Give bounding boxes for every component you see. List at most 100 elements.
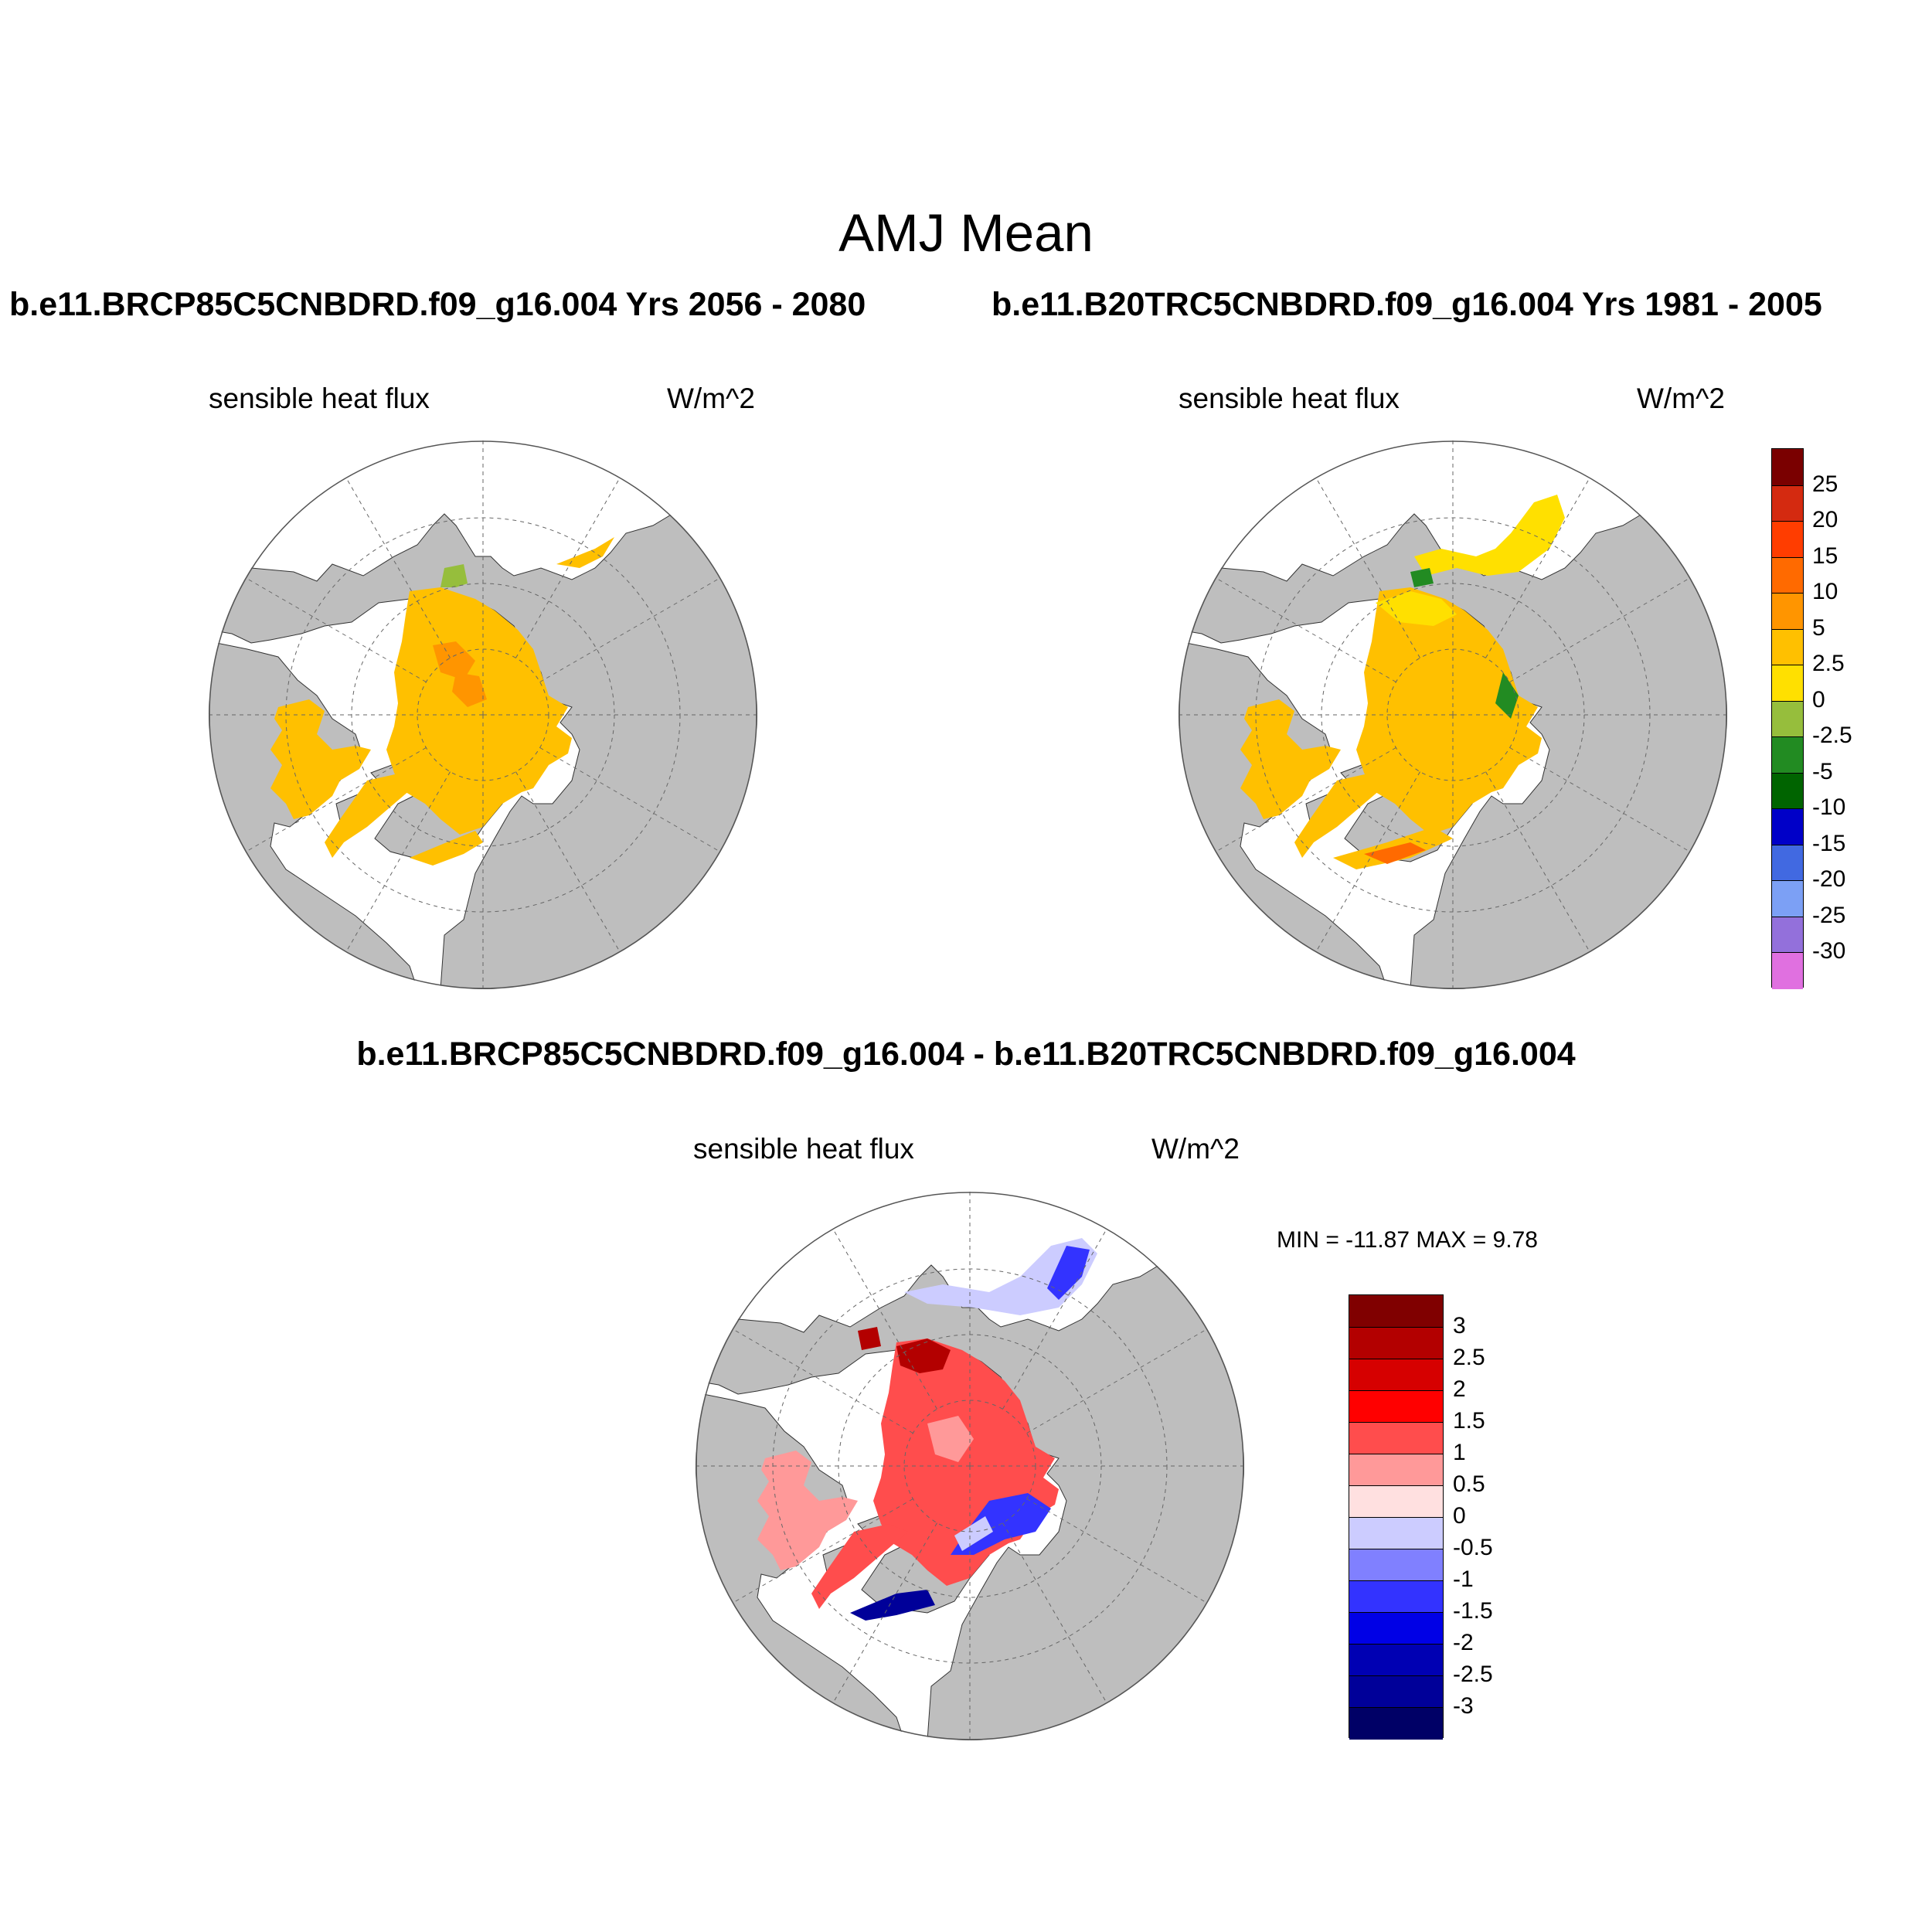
colorbar-box	[1772, 736, 1803, 774]
colorbar-box	[1349, 1485, 1443, 1518]
colorbar-box	[1772, 952, 1803, 989]
field-patch	[1364, 842, 1426, 864]
field-patch	[1495, 672, 1519, 719]
panel-diff-units: W/m^2	[1151, 1133, 1240, 1165]
field-layer	[757, 1238, 1097, 1621]
colorbar-tick-label: -1	[1453, 1566, 1474, 1592]
colorbar-box	[1349, 1707, 1443, 1740]
eurasia-land	[1179, 513, 1727, 989]
panel-a-units: W/m^2	[667, 383, 755, 414]
baffin-field	[270, 699, 371, 819]
colorbar-tick-label: -25	[1812, 902, 1846, 928]
bering-okhotsk-field	[1414, 495, 1565, 576]
field-patch	[927, 1416, 974, 1462]
diff-minmax-text: MIN = -11.87 MAX = 9.78	[1277, 1227, 1538, 1253]
colorbar-tick-label: 2.5	[1812, 651, 1845, 677]
map-clip-group	[1179, 440, 1727, 989]
colorbar-box	[1349, 1549, 1443, 1581]
colorbar-box	[1349, 1580, 1443, 1613]
panel-b-units: W/m^2	[1637, 383, 1725, 414]
field-patch	[1410, 568, 1434, 587]
field-patch	[896, 1338, 951, 1373]
colorbar-box	[1349, 1644, 1443, 1676]
panel-a-variable: sensible heat flux	[209, 383, 430, 414]
map-case-a	[209, 440, 757, 989]
colorbar-box	[1349, 1612, 1443, 1645]
colorbar-box	[1772, 916, 1803, 954]
colorbar-box	[1772, 556, 1803, 594]
colorbar-box	[1349, 1517, 1443, 1549]
colorbar-tick-label: 15	[1812, 543, 1838, 569]
colorbar-box	[1349, 1454, 1443, 1486]
hudson-field	[325, 773, 421, 858]
map-outline	[1179, 440, 1727, 989]
colorbar-tick-label: 20	[1812, 507, 1838, 533]
colorbar-box	[1772, 521, 1803, 558]
map-case-b	[1179, 440, 1727, 989]
colorbar-tick-label: 5	[1812, 614, 1825, 641]
colorbar-tick-label: -15	[1812, 830, 1846, 856]
colorbar-tick-label: -2.5	[1453, 1662, 1493, 1687]
colorbar-tick-label: -10	[1812, 794, 1846, 821]
colorbar-box	[1772, 665, 1803, 702]
colorbar-box	[1772, 485, 1803, 522]
colorbar-box	[1772, 844, 1803, 882]
nordic-field	[410, 831, 483, 866]
bering-okhotsk-field	[904, 1238, 1097, 1315]
bering-field	[440, 564, 468, 587]
colorbar-box	[1772, 880, 1803, 917]
panel-b-variable: sensible heat flux	[1179, 383, 1400, 414]
diff-title: b.e11.BRCP85C5CNBDRD.f09_g16.004 - b.e11…	[356, 1036, 1576, 1073]
field-patch	[954, 1516, 993, 1551]
colorbar-tick-label: -30	[1812, 938, 1846, 964]
colorbar-tick-label: -0.5	[1453, 1535, 1493, 1560]
map-outline	[696, 1192, 1244, 1740]
colorbar-box	[1772, 449, 1803, 485]
colorbar-box	[1349, 1295, 1443, 1327]
field-patch	[1376, 591, 1457, 626]
hudson-field	[1294, 773, 1391, 858]
colorbar-tick-label: 0	[1812, 686, 1825, 713]
colorbar-tick-label: -5	[1812, 758, 1833, 784]
field-patch	[452, 672, 487, 707]
colorbar-tick-label: 25	[1812, 471, 1838, 497]
meridian-line	[539, 577, 721, 682]
hudson-field	[811, 1524, 908, 1609]
colorbar-tick-label: 2.5	[1453, 1345, 1485, 1370]
colorbar-tick-label: -20	[1812, 866, 1846, 893]
case-b-title: b.e11.B20TRC5CNBDRD.f09_g16.004 Yrs 1981…	[992, 286, 1822, 323]
colorbar-box	[1772, 772, 1803, 810]
field-layer	[270, 537, 614, 866]
colorbar-tick-label: 1.5	[1453, 1408, 1485, 1434]
field-layer	[1240, 495, 1565, 869]
colorbar-box	[1772, 808, 1803, 845]
colorbar-tick-label: -2	[1453, 1630, 1474, 1655]
colorbar-diff	[1349, 1294, 1444, 1740]
meridian-line	[539, 747, 721, 852]
colorbar-box	[1349, 1390, 1443, 1423]
field-patch	[1047, 1246, 1090, 1300]
colorbar-tick-label: 0	[1453, 1503, 1466, 1529]
colorbar-tick-label: 10	[1812, 579, 1838, 605]
eurasia-land	[209, 513, 757, 989]
ice-field	[1356, 587, 1542, 835]
colorbar-main	[1771, 448, 1804, 989]
colorbar-box	[1772, 628, 1803, 666]
ice-field	[386, 587, 572, 835]
colorbar-box	[1349, 1675, 1443, 1708]
baffin-field	[1240, 699, 1341, 819]
map-clip-group	[209, 440, 757, 989]
colorbar-box	[1349, 1422, 1443, 1454]
panel-diff-variable: sensible heat flux	[693, 1133, 914, 1165]
colorbar-box	[1772, 700, 1803, 738]
field-patch	[433, 641, 475, 680]
colorbar-tick-label: -1.5	[1453, 1598, 1493, 1624]
page-title: AMJ Mean	[838, 203, 1094, 263]
nordic-field	[850, 1590, 935, 1621]
baffin-field	[757, 1451, 858, 1570]
map-clip-group	[696, 1192, 1244, 1740]
colorbar-box	[1349, 1327, 1443, 1359]
field-patch	[858, 1327, 881, 1350]
colorbar-tick-label: 1	[1453, 1440, 1466, 1465]
okhotsk-field	[556, 537, 614, 568]
